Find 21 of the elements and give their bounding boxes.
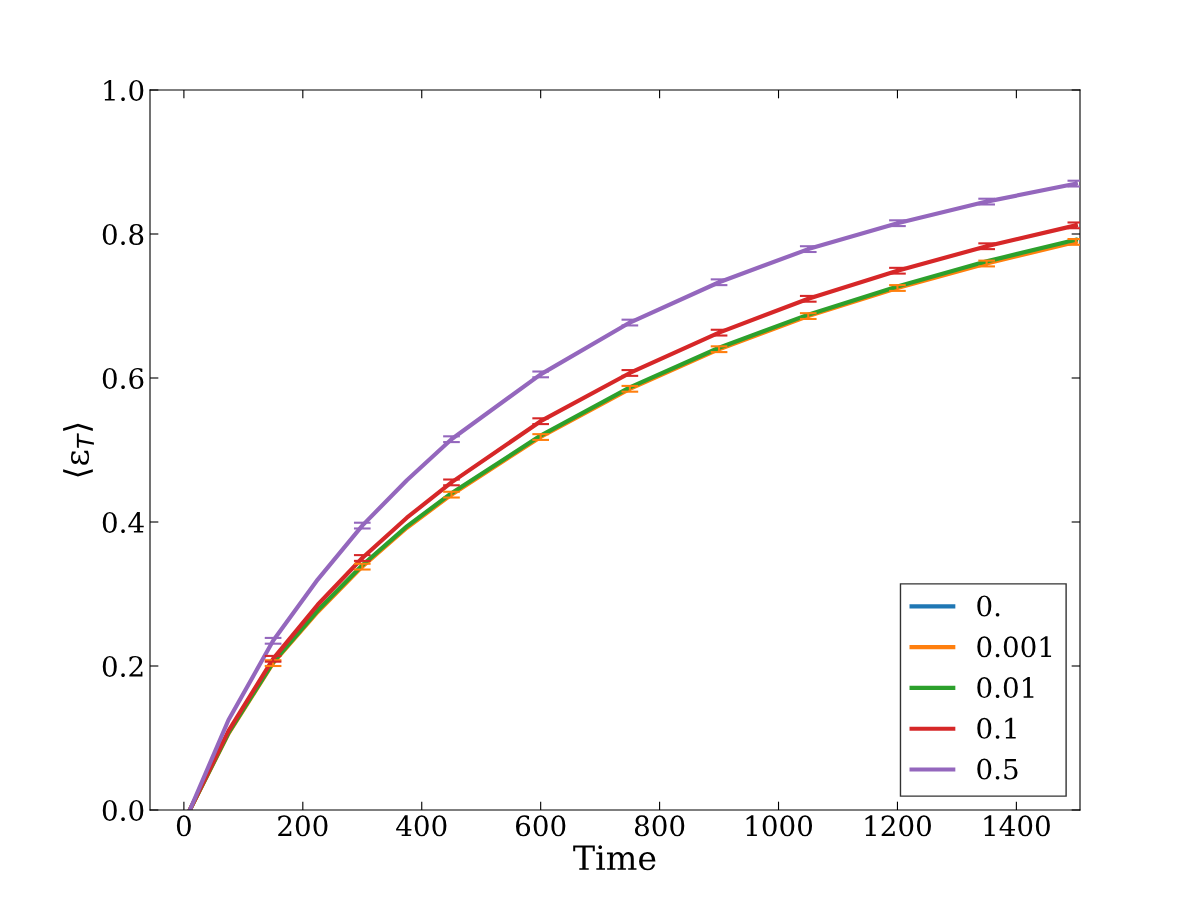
- x-tick-label: 800: [634, 815, 685, 837]
- legend-label: 0.5: [977, 758, 1018, 780]
- y-tick-label: 0.8: [102, 223, 144, 245]
- x-tick-label: 1000: [746, 815, 813, 837]
- x-axis-title: Time: [573, 845, 656, 871]
- x-tick-label: 1400: [984, 815, 1050, 837]
- legend-label: 0.: [977, 595, 1000, 617]
- x-tick-label: 200: [278, 815, 328, 837]
- y-tick-label: 0.2: [102, 655, 143, 677]
- legend-label: 0.01: [977, 677, 1034, 699]
- y-tick-label: 0.0: [102, 799, 144, 821]
- x-tick-label: 400: [396, 815, 447, 837]
- legend-label: 0.1: [977, 717, 1016, 739]
- legend-label: 0.001: [977, 636, 1052, 658]
- x-tick-label: 0: [176, 815, 191, 837]
- y-tick-label: 0.6: [102, 367, 144, 389]
- y-axis-title: ⟨ε$_{T}$⟩: [63, 423, 94, 477]
- y-tick-label: 1.0: [104, 79, 144, 101]
- x-tick-label: 1200: [865, 815, 931, 837]
- y-tick-label: 0.4: [102, 511, 144, 533]
- x-tick-label: 600: [516, 815, 566, 837]
